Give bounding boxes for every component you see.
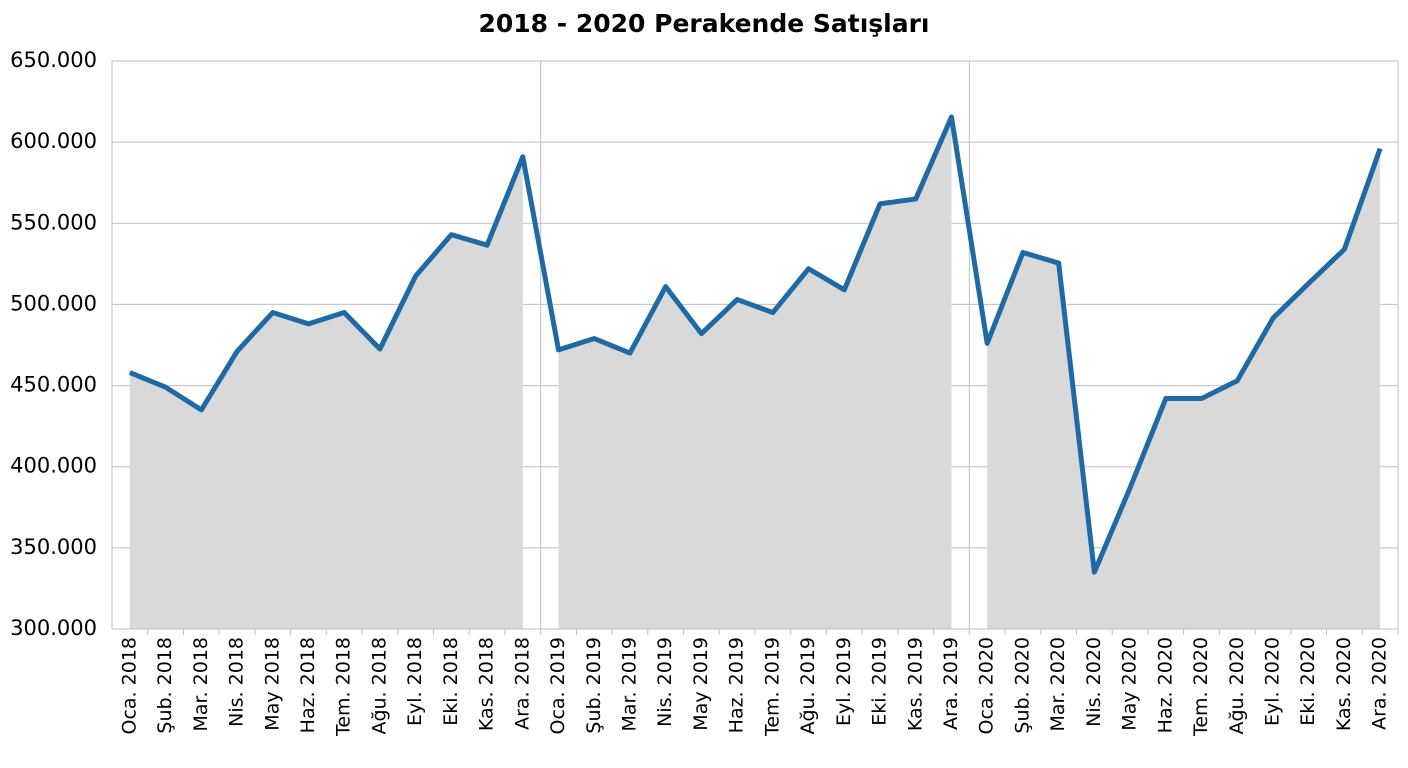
x-tick-label: Mar. 2019: [618, 637, 640, 732]
x-tick-label: May 2020: [1119, 637, 1141, 731]
x-tick-label: Haz. 2019: [726, 637, 748, 733]
x-tick-label: Mar. 2020: [1047, 637, 1069, 732]
x-tick-label: Ağu. 2019: [797, 637, 819, 735]
y-tick-label: 300.000: [10, 616, 97, 640]
x-tick-label: Eyl. 2020: [1261, 637, 1283, 726]
x-tick-label: Eki. 2019: [869, 637, 891, 726]
x-tick-label: May 2019: [690, 637, 712, 731]
x-tick-label: May 2018: [261, 637, 283, 731]
area: [129, 156, 523, 629]
x-tick-label: Haz. 2018: [297, 637, 319, 733]
x-tick-label: Eyl. 2019: [833, 637, 855, 726]
x-tick-label: Tem. 2018: [333, 637, 355, 737]
x-tick-label: Tem. 2020: [1190, 637, 1212, 737]
area: [558, 116, 952, 629]
x-tick-label: Nis. 2019: [654, 637, 676, 727]
x-tick-label: Ağu. 2020: [1226, 637, 1248, 735]
x-tick-label: Eyl. 2018: [404, 637, 426, 726]
x-tick-label: Ara. 2018: [511, 637, 533, 730]
x-tick-label: Tem. 2019: [761, 637, 783, 737]
x-tick-label: Kas. 2020: [1333, 637, 1355, 731]
x-tick-label: Nis. 2020: [1083, 637, 1105, 727]
x-tick-label: Eki. 2018: [440, 637, 462, 726]
y-tick-label: 450.000: [10, 373, 97, 397]
x-tick-label: Şub. 2020: [1011, 637, 1033, 734]
x-tick-label: Kas. 2019: [904, 637, 926, 731]
y-tick-label: 400.000: [10, 454, 97, 478]
x-tick-label: Mar. 2018: [190, 637, 212, 732]
y-tick-label: 650.000: [10, 48, 97, 72]
x-tick-label: Oca. 2018: [118, 637, 140, 734]
y-tick-label: 550.000: [10, 210, 97, 234]
x-tick-label: Ara. 2020: [1369, 637, 1391, 730]
y-tick-label: 350.000: [10, 535, 97, 559]
x-tick-label: Oca. 2019: [547, 637, 569, 734]
x-tick-label: Şub. 2019: [583, 637, 605, 734]
x-tick-label: Oca. 2020: [976, 637, 998, 734]
y-tick-label: 500.000: [10, 291, 97, 315]
x-tick-label: Kas. 2018: [476, 637, 498, 731]
x-tick-label: Haz. 2020: [1154, 637, 1176, 733]
chart-title: 2018 - 2020 Perakende Satışları: [478, 9, 929, 38]
area: [987, 148, 1381, 630]
x-tick-label: Nis. 2018: [226, 637, 248, 727]
x-tick-label: Ağu. 2018: [368, 637, 390, 735]
x-tick-label: Eki. 2020: [1297, 637, 1319, 726]
line: [128, 114, 1383, 575]
y-tick-label: 600.000: [10, 129, 97, 153]
x-tick-label: Ara. 2019: [940, 637, 962, 730]
x-tick-label: Şub. 2018: [154, 637, 176, 734]
